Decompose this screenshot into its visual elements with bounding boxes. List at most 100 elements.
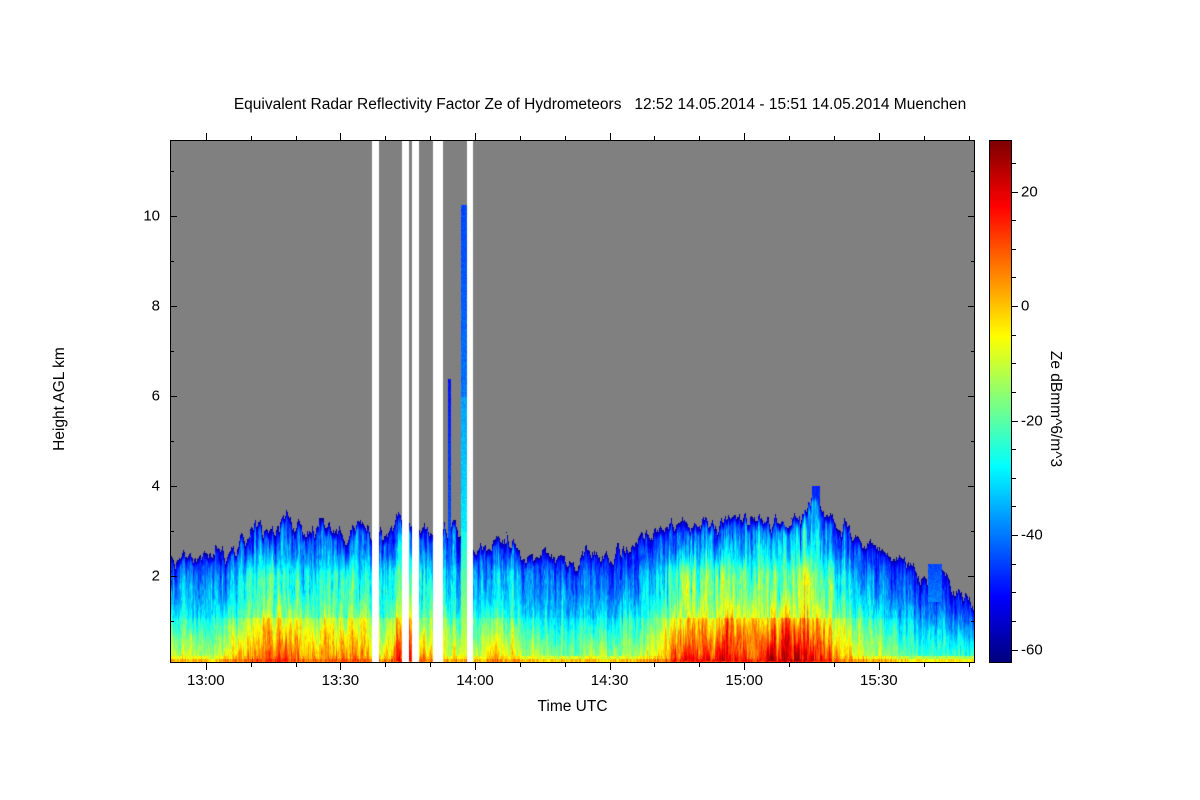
x-tick-mark bbox=[923, 663, 925, 667]
y-tick-mark bbox=[170, 576, 177, 578]
x-axis-title: Time UTC bbox=[537, 698, 608, 715]
colorbar-tick-mark bbox=[1012, 277, 1016, 279]
y-axis-title: Height AGL km bbox=[51, 347, 68, 451]
x-tick-mark bbox=[878, 663, 880, 670]
colorbar-tick-mark bbox=[1012, 363, 1016, 365]
x-tick-mark-top bbox=[744, 133, 746, 140]
x-tick-label: 13:30 bbox=[321, 672, 360, 689]
colorbar-tick-mark bbox=[1012, 391, 1016, 393]
y-tick-mark bbox=[170, 350, 174, 352]
y-tick-mark bbox=[170, 441, 174, 443]
x-tick-mark-top bbox=[205, 133, 207, 140]
y-tick-mark bbox=[170, 395, 177, 397]
x-tick-mark-top bbox=[833, 136, 835, 140]
x-tick-mark-top bbox=[699, 136, 701, 140]
colorbar-tick-mark bbox=[1012, 449, 1016, 451]
x-tick-mark bbox=[609, 663, 611, 670]
colorbar-title: Ze dBmm^6/m^3 bbox=[1047, 350, 1064, 468]
x-tick-label: 13:00 bbox=[187, 672, 225, 689]
figure-title: Equivalent Radar Reflectivity Factor Ze … bbox=[233, 96, 967, 113]
y-tick-mark-right bbox=[968, 305, 975, 307]
x-tick-mark bbox=[295, 663, 297, 667]
y-tick-mark-right bbox=[971, 531, 975, 533]
y-tick-mark-right bbox=[968, 395, 975, 397]
x-tick-mark-top bbox=[878, 133, 880, 140]
y-tick-mark bbox=[170, 486, 177, 488]
y-tick-mark-right bbox=[968, 215, 975, 217]
colorbar-tick-mark bbox=[1012, 162, 1016, 164]
y-tick-mark bbox=[170, 621, 174, 623]
colorbar-tick-mark bbox=[1012, 535, 1018, 537]
y-tick-mark bbox=[170, 260, 174, 262]
x-tick-mark bbox=[744, 663, 746, 670]
colorbar-tick-mark bbox=[1012, 592, 1016, 594]
colorbar-tick-mark bbox=[1012, 506, 1016, 508]
colorbar-tick-label: 20 bbox=[1021, 183, 1038, 201]
colorbar-tick-label: 0 bbox=[1021, 297, 1030, 315]
y-tick-label: 2 bbox=[151, 567, 160, 585]
x-tick-mark-top bbox=[474, 133, 476, 140]
y-tick-label: 8 bbox=[151, 297, 160, 315]
x-tick-mark-top bbox=[968, 136, 970, 140]
x-tick-mark bbox=[968, 663, 970, 667]
x-tick-mark bbox=[699, 663, 701, 667]
x-tick-mark bbox=[474, 663, 476, 670]
colorbar-tick-label: -40 bbox=[1021, 526, 1043, 544]
y-tick-mark-right bbox=[971, 170, 975, 172]
x-tick-mark-top bbox=[564, 136, 566, 140]
colorbar-gradient bbox=[990, 141, 1011, 662]
colorbar-tick-mark bbox=[1012, 649, 1018, 651]
x-tick-mark bbox=[654, 663, 656, 667]
x-tick-mark bbox=[430, 663, 432, 667]
x-tick-mark bbox=[385, 663, 387, 667]
x-tick-mark-top bbox=[519, 136, 521, 140]
colorbar-tick-label: -20 bbox=[1021, 412, 1043, 430]
x-tick-mark-top bbox=[385, 136, 387, 140]
y-tick-mark-right bbox=[971, 621, 975, 623]
colorbar bbox=[989, 140, 1012, 663]
colorbar-tick-mark bbox=[1012, 563, 1016, 565]
x-tick-mark bbox=[833, 663, 835, 667]
y-tick-mark bbox=[170, 531, 174, 533]
x-tick-label: 14:00 bbox=[456, 672, 494, 689]
x-tick-mark-top bbox=[250, 136, 252, 140]
y-tick-mark-right bbox=[971, 350, 975, 352]
colorbar-tick-label: -60 bbox=[1021, 641, 1043, 659]
y-tick-mark bbox=[170, 305, 177, 307]
x-tick-mark-top bbox=[789, 136, 791, 140]
radar-plot-area bbox=[170, 140, 975, 663]
y-tick-label: 6 bbox=[151, 387, 160, 405]
x-tick-label: 15:30 bbox=[860, 672, 898, 689]
x-tick-mark bbox=[564, 663, 566, 667]
x-tick-mark-top bbox=[430, 136, 432, 140]
reflectivity-heatmap bbox=[171, 141, 974, 662]
x-tick-mark bbox=[250, 663, 252, 667]
colorbar-tick-mark bbox=[1012, 420, 1018, 422]
y-tick-mark bbox=[170, 215, 177, 217]
x-tick-label: 15:00 bbox=[725, 672, 763, 689]
colorbar-tick-mark bbox=[1012, 477, 1016, 479]
x-tick-mark-top bbox=[609, 133, 611, 140]
x-tick-mark bbox=[205, 663, 207, 670]
y-tick-mark-right bbox=[971, 260, 975, 262]
x-tick-mark-top bbox=[654, 136, 656, 140]
colorbar-tick-mark bbox=[1012, 248, 1016, 250]
x-tick-mark bbox=[519, 663, 521, 667]
y-tick-mark bbox=[170, 170, 174, 172]
colorbar-tick-mark bbox=[1012, 191, 1018, 193]
x-tick-mark-top bbox=[340, 133, 342, 140]
colorbar-tick-mark bbox=[1012, 334, 1016, 336]
x-tick-label: 14:30 bbox=[590, 672, 629, 689]
x-tick-mark-top bbox=[295, 136, 297, 140]
y-tick-label: 10 bbox=[143, 207, 160, 225]
colorbar-tick-mark bbox=[1012, 620, 1016, 622]
colorbar-tick-mark bbox=[1012, 220, 1016, 222]
x-tick-mark bbox=[340, 663, 342, 670]
colorbar-tick-mark bbox=[1012, 306, 1018, 308]
x-tick-mark-top bbox=[923, 136, 925, 140]
y-tick-label: 4 bbox=[151, 477, 160, 495]
y-tick-mark-right bbox=[968, 486, 975, 488]
x-tick-mark bbox=[789, 663, 791, 667]
y-tick-mark-right bbox=[971, 441, 975, 443]
